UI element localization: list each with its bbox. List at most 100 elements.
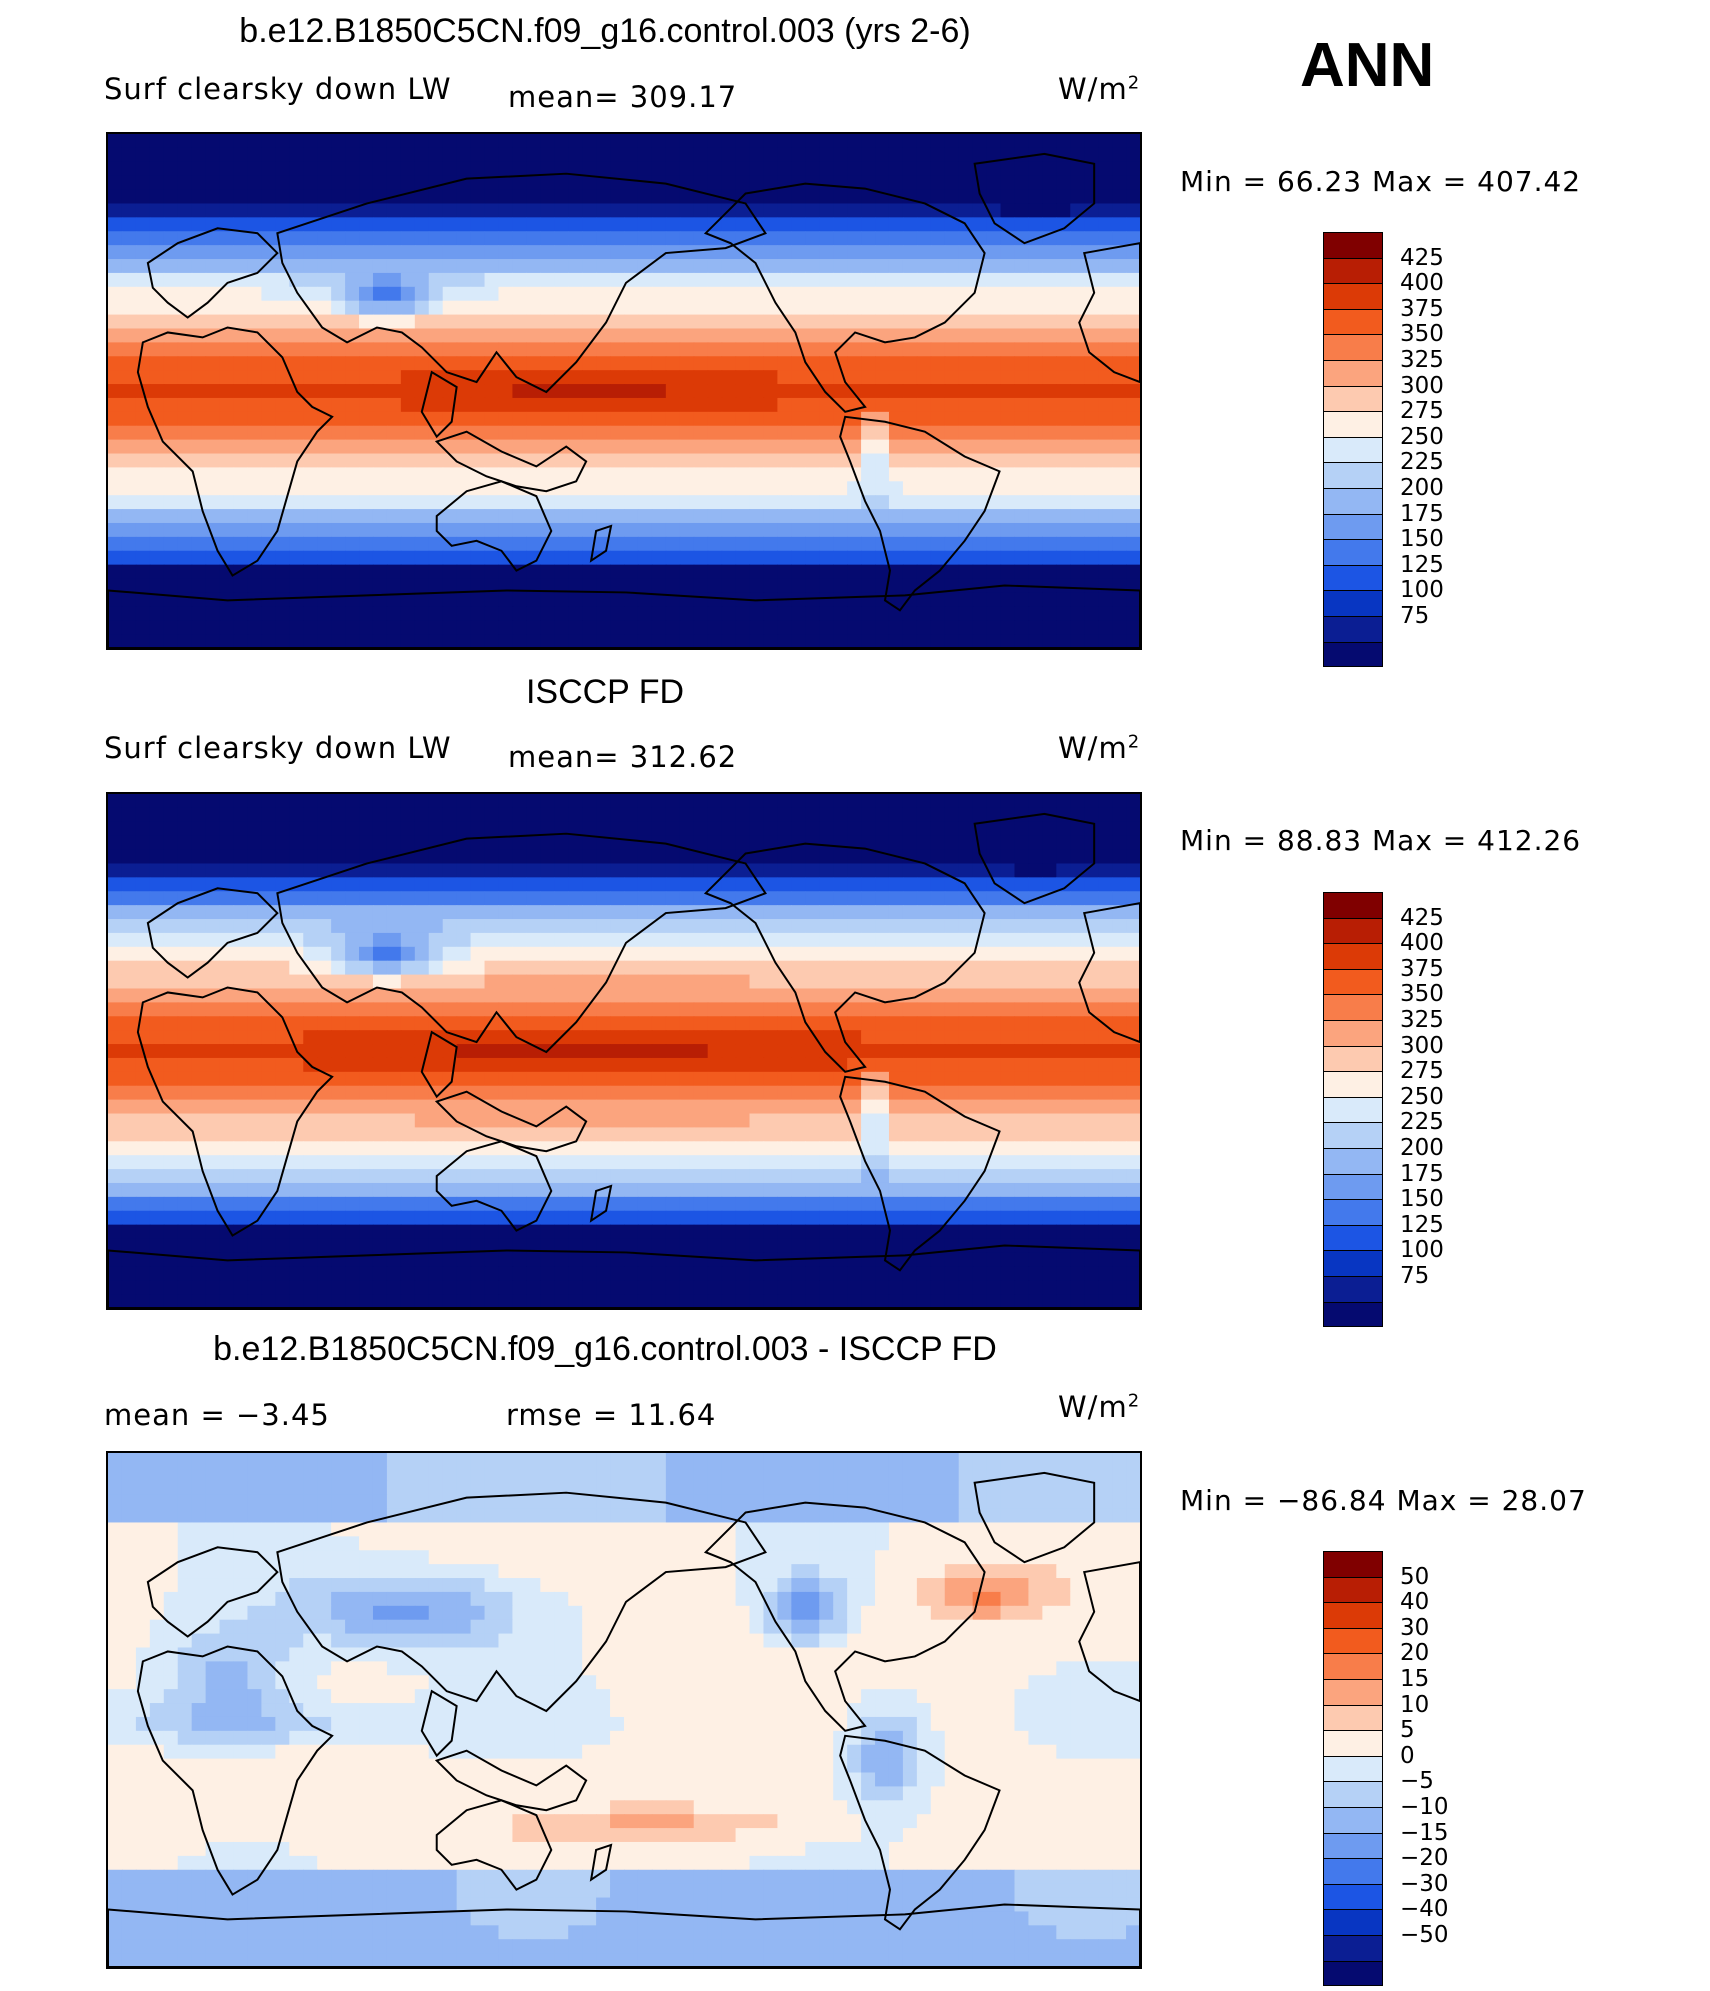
colorbar-tick-label: 15 <box>1400 1666 1430 1692</box>
panel2-mean-label: mean= 312.62 <box>508 740 738 774</box>
colorbar-tick-label: 225 <box>1400 449 1444 476</box>
panel1-map <box>106 132 1142 650</box>
panel3-minmax: Min = −86.84 Max = 28.07 <box>1180 1484 1587 1517</box>
colorbar-swatch <box>1323 1602 1383 1628</box>
colorbar-swatch <box>1323 1909 1383 1935</box>
coastline <box>136 326 334 577</box>
coastline <box>420 370 458 439</box>
colorbar-swatch <box>1323 1045 1383 1072</box>
colorbar-tick-label: 175 <box>1400 1160 1444 1187</box>
coastline <box>434 1749 588 1812</box>
colorbar-swatch <box>1323 1781 1383 1807</box>
panel1-title: b.e12.B1850C5CN.f09_g16.control.003 (yrs… <box>239 12 971 50</box>
colorbar-tick-label: 150 <box>1400 526 1444 553</box>
colorbar-tick-label: 125 <box>1400 1211 1444 1238</box>
colorbar-tick-label: 200 <box>1400 1135 1444 1161</box>
colorbar-tick-label: 75 <box>1400 603 1430 629</box>
coastline <box>703 1501 986 1732</box>
panel3-map <box>106 1451 1142 1969</box>
colorbar-swatch <box>1323 436 1383 463</box>
colorbar-swatch <box>1323 232 1383 258</box>
colorbar-swatch <box>1323 1301 1383 1328</box>
colorbar-tick-label: 100 <box>1400 1237 1444 1264</box>
colorbar-swatch <box>1323 1627 1383 1654</box>
panel3-units: W/m2 <box>1058 1390 1141 1424</box>
colorbar-tick-label: 30 <box>1400 1614 1430 1641</box>
colorbar-swatch <box>1323 462 1383 488</box>
coastline <box>146 887 279 979</box>
colorbar-swatch <box>1323 513 1383 540</box>
colorbar-tick-label: 325 <box>1400 1007 1444 1033</box>
colorbar-swatch <box>1323 539 1383 565</box>
coastline <box>703 842 986 1073</box>
colorbar-swatch <box>1323 283 1383 309</box>
panel1-mean-label: mean= 309.17 <box>508 80 738 114</box>
coastline <box>108 1903 1140 1967</box>
colorbar-swatch <box>1323 257 1383 284</box>
colorbar-swatch <box>1323 943 1383 969</box>
colorbar-tick-label: 350 <box>1400 981 1444 1008</box>
colorbar-tick-label: −15 <box>1400 1819 1449 1846</box>
colorbar-tick-label: −50 <box>1400 1922 1449 1948</box>
colorbar-swatch <box>1323 590 1383 616</box>
panel1-minmax: Min = 66.23 Max = 407.42 <box>1180 165 1582 198</box>
colorbar-swatch <box>1323 1678 1383 1705</box>
coastline <box>276 1491 767 1713</box>
colorbar-swatch <box>1323 1224 1383 1251</box>
colorbar-tick-label: 275 <box>1400 398 1444 425</box>
colorbar-tick-label: −20 <box>1400 1845 1449 1872</box>
colorbar-tick-label: −5 <box>1400 1768 1434 1795</box>
panel3-title: b.e12.B1850C5CN.f09_g16.control.003 - IS… <box>213 1330 997 1368</box>
colorbar-tick-label: 350 <box>1400 321 1444 348</box>
colorbar-swatch <box>1323 1730 1383 1756</box>
panel1-units: W/m2 <box>1058 72 1141 106</box>
coastline <box>973 812 1096 905</box>
panel2-units: W/m2 <box>1058 731 1141 765</box>
colorbar-tick-label: 10 <box>1400 1691 1430 1718</box>
coastline <box>420 1030 458 1099</box>
coastline <box>839 1075 1001 1272</box>
colorbar-swatch <box>1323 1934 1383 1961</box>
panel2-map <box>106 792 1142 1310</box>
coastline <box>276 832 767 1054</box>
colorbar-tick-label: −30 <box>1400 1870 1449 1897</box>
coastline <box>146 227 279 319</box>
colorbar-swatch <box>1323 1250 1383 1276</box>
colorbar-tick-label: 40 <box>1400 1589 1430 1616</box>
season-label: ANN <box>1300 31 1435 100</box>
coastline <box>435 1799 553 1891</box>
colorbar-swatch <box>1323 1960 1383 1987</box>
panel1-colorbar <box>1323 232 1385 668</box>
colorbar-tick-label: 50 <box>1400 1563 1430 1590</box>
coastline <box>420 1689 458 1758</box>
colorbar-swatch <box>1323 615 1383 642</box>
coastline <box>146 1546 279 1638</box>
colorbar-swatch <box>1323 1147 1383 1174</box>
colorbar-swatch <box>1323 1858 1383 1884</box>
colorbar-tick-label: 250 <box>1400 423 1444 450</box>
panel2-colorbar <box>1323 892 1385 1328</box>
colorbar-swatch <box>1323 1704 1383 1731</box>
coastline <box>703 182 986 413</box>
colorbar-tick-label: 0 <box>1400 1742 1415 1769</box>
panel2-variable-label: Surf clearsky down LW <box>104 731 452 765</box>
colorbar-swatch <box>1323 487 1383 514</box>
colorbar-tick-label: 5 <box>1400 1717 1415 1744</box>
colorbar-tick-label: 75 <box>1400 1263 1430 1289</box>
coastline <box>589 1843 613 1882</box>
colorbar-swatch <box>1323 917 1383 944</box>
coastline <box>973 152 1096 245</box>
colorbar-swatch <box>1323 359 1383 386</box>
colorbar-tick-label: 375 <box>1400 955 1444 982</box>
colorbar-tick-label: −10 <box>1400 1794 1449 1820</box>
colorbar-tick-label: 100 <box>1400 577 1444 604</box>
coastline <box>1078 902 1140 1044</box>
colorbar-tick-label: 425 <box>1400 904 1444 931</box>
colorbar-tick-label: −40 <box>1400 1896 1449 1923</box>
colorbar-swatch <box>1323 994 1383 1020</box>
panel2-minmax: Min = 88.83 Max = 412.26 <box>1180 824 1582 857</box>
colorbar-swatch <box>1323 564 1383 591</box>
coastline <box>589 524 613 563</box>
coastline <box>434 1090 588 1153</box>
colorbar-swatch <box>1323 385 1383 412</box>
